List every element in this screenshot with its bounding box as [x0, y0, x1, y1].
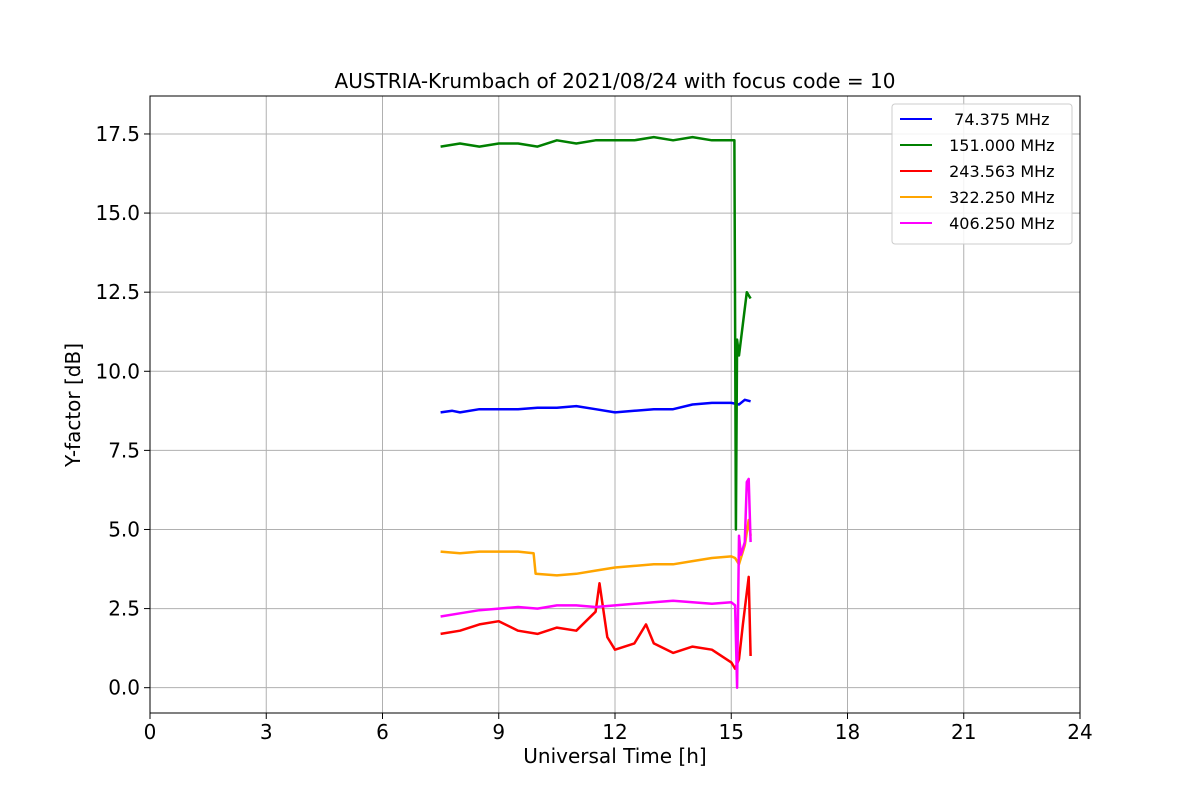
axis-ticks: 0 3 6 9 12 15 18 21 24 0.0 2.5 5.0 7.5 10.0 12.5 15.0 17… [95, 122, 1092, 744]
series-line [440, 477, 752, 689]
y-tick-label: 15.0 [95, 201, 140, 225]
x-tick-label: 21 [951, 720, 976, 744]
y-tick-label: 12.5 [95, 280, 140, 304]
x-tick-label: 6 [376, 720, 389, 744]
x-tick-label: 18 [835, 720, 860, 744]
y-tick-label: 10.0 [95, 359, 140, 383]
series-lines [440, 135, 752, 689]
y-tick-label: 17.5 [95, 122, 140, 146]
legend-entry-label: 322.250 MHz [944, 188, 1055, 207]
x-tick-label: 9 [492, 720, 505, 744]
legend-entry-label: 151.000 MHz [944, 136, 1055, 155]
x-tick-label: 0 [144, 720, 157, 744]
y-axis-label: Y-factor [dB] [61, 343, 85, 468]
series-line [440, 518, 752, 577]
x-tick-label: 12 [602, 720, 627, 744]
series-line [440, 135, 752, 531]
legend-entry-label: 243.563 MHz [944, 162, 1055, 181]
series-line [440, 398, 751, 414]
legend-frame [891, 103, 1073, 245]
legend-entry-label: 74.375 MHz [944, 110, 1049, 129]
x-axis-label: Universal Time [h] [523, 744, 706, 768]
legend-entry-label: 406.250 MHz [944, 214, 1055, 233]
x-tick-label: 24 [1067, 720, 1092, 744]
y-tick-label: 7.5 [108, 438, 140, 462]
x-tick-label: 3 [260, 720, 273, 744]
x-tick-label: 15 [719, 720, 744, 744]
legend: 74.375 MHz 151.000 MHz 243.563 MHz 322.2… [891, 103, 1073, 245]
chart-title: AUSTRIA-Krumbach of 2021/08/24 with focu… [335, 69, 896, 93]
y-tick-label: 0.0 [108, 676, 140, 700]
y-tick-label: 2.5 [108, 597, 140, 621]
y-tick-label: 5.0 [108, 517, 140, 541]
